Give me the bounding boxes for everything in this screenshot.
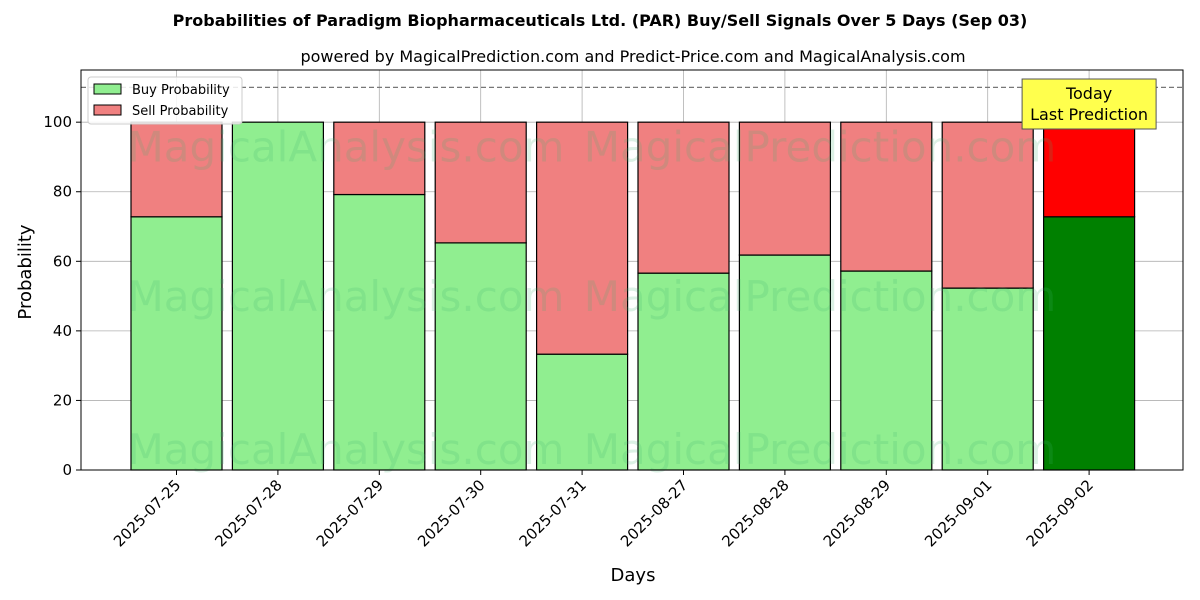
y-tick-label: 80 [53,183,72,201]
legend-label: Buy Probability [132,83,230,98]
buy-bar [434,242,527,471]
x-tick-label: 2025-08-28 [718,476,792,550]
watermark-text: MagicalAnalysis.com [128,123,565,172]
annotation: Today Last Prediction [1021,78,1157,130]
sell-bar [333,121,426,196]
sell-bar [1042,121,1136,218]
watermark-text: MagicalPrediction.com [584,425,1057,474]
buy-bar [738,254,832,471]
x-tick-label: 2025-08-27 [617,476,691,550]
watermark-text: MagicalAnalysis.com [128,272,565,321]
sell-bar [434,121,527,244]
x-tick-label: 2025-07-25 [110,476,184,550]
legend-swatch [93,83,122,95]
y-tick-label: 40 [53,322,72,340]
y-tick-label: 100 [43,113,72,131]
legend-label: Sell Probability [132,104,229,119]
watermark-text: MagicalPrediction.com [584,272,1057,321]
sell-bar [840,121,933,272]
buy-bar [637,272,730,471]
legend-box [87,76,243,125]
buy-bar [1042,216,1136,471]
annotation-box [1021,78,1157,130]
y-tick-label: 60 [53,252,72,270]
buy-bar [941,287,1034,471]
sell-bar [738,121,832,256]
x-tick-label: 2025-09-01 [921,476,995,550]
x-tick-label: 2025-07-28 [211,476,285,550]
buy-bar [333,193,426,471]
annotation-text: Today [1065,84,1112,103]
sell-bar [941,121,1034,289]
watermark-text: MagicalPrediction.com [584,123,1057,172]
chart-subtitle: powered by MagicalPrediction.com and Pre… [300,47,965,66]
sell-bar [130,121,223,218]
x-tick-label: 2025-07-30 [414,476,488,550]
legend-swatch [93,104,122,116]
x-axis-label: Days [611,565,656,586]
x-tick-label: 2025-08-29 [820,476,894,550]
sell-bar [535,121,629,355]
x-tick-label: 2025-07-29 [313,476,387,550]
y-axis-label: Probability [15,224,36,319]
legend: Buy Probability Sell Probability [87,76,243,125]
y-tick-label: 20 [53,391,72,409]
sell-bar [637,121,730,274]
bars [130,121,1136,471]
watermark-text: MagicalAnalysis.com [128,425,565,474]
y-tick-label: 0 [62,461,72,479]
buy-bar [840,270,933,471]
x-tick-label: 2025-09-02 [1023,476,1097,550]
buy-bar [130,216,223,471]
annotation-text: Last Prediction [1030,105,1148,124]
watermarks: MagicalAnalysis.com MagicalPrediction.com… [128,123,1057,475]
x-tick-label: 2025-07-31 [516,476,590,550]
plot-frame [80,69,1184,471]
chart-title: Probabilities of Paradigm Biopharmaceuti… [173,11,1028,30]
axes [80,69,1184,471]
